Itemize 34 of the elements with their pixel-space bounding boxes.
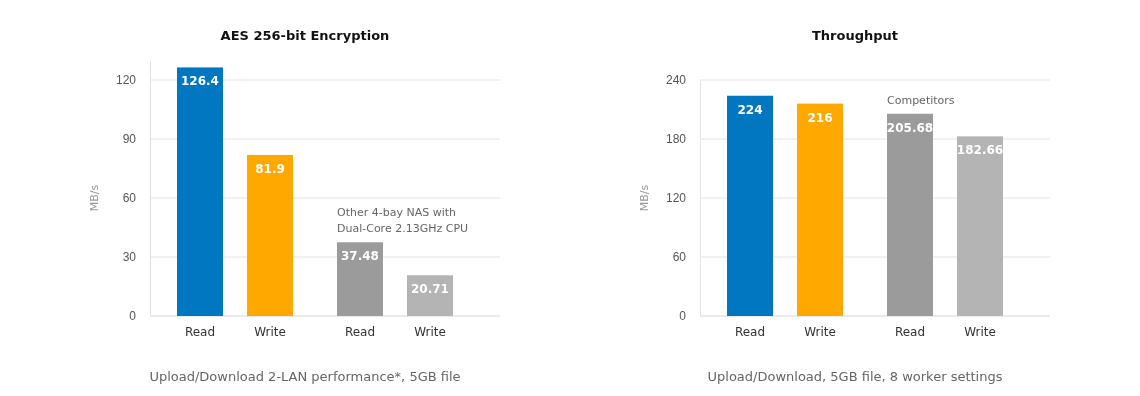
data-label: 37.48: [341, 249, 379, 264]
x-axis-title: Upload/Download 2-LAN performance*, 5GB file: [149, 369, 461, 384]
data-label: 224: [737, 102, 763, 117]
y-tick-label: 30: [122, 250, 137, 265]
chart-title: AES 256-bit Encryption: [220, 28, 390, 43]
x-tick-label: Write: [414, 325, 446, 339]
y-tick-label: 240: [665, 73, 687, 88]
annotation: Other 4-bay NAS with Dual-Core 2.13GHz CPU: [337, 206, 469, 236]
x-axis-title: Upload/Download, 5GB file, 8 worker settings: [707, 369, 1003, 384]
y-tick-label: 60: [122, 191, 137, 206]
x-tick-label: Read: [734, 325, 766, 339]
y-tick-label: 180: [665, 132, 687, 147]
data-label: 205.68: [886, 120, 934, 135]
y-tick-label: 0: [129, 309, 137, 324]
x-tick-label: Read: [894, 325, 926, 339]
y-tick-label: 120: [115, 73, 137, 88]
x-tick-label: Read: [184, 325, 216, 339]
annotation: Competitors: [887, 93, 955, 107]
y-tick-label: 60: [672, 250, 687, 265]
x-tick-label: Write: [964, 325, 996, 339]
y-tick-label: 120: [665, 191, 687, 206]
x-tick-label: Read: [344, 325, 376, 339]
x-tick-label: Write: [804, 325, 836, 339]
data-label: 216: [807, 110, 833, 125]
y-axis-title: MB/s: [88, 184, 101, 212]
data-label: 81.9: [255, 161, 285, 176]
chart-title: Throughput: [811, 28, 899, 43]
y-axis-title: MB/s: [638, 184, 651, 212]
y-tick-label: 90: [122, 132, 137, 147]
y-tick-label: 0: [679, 309, 687, 324]
x-tick-label: Write: [254, 325, 286, 339]
data-label: 182.66: [956, 143, 1004, 158]
data-label: 20.71: [411, 282, 449, 297]
data-label: 126.4: [181, 74, 219, 89]
